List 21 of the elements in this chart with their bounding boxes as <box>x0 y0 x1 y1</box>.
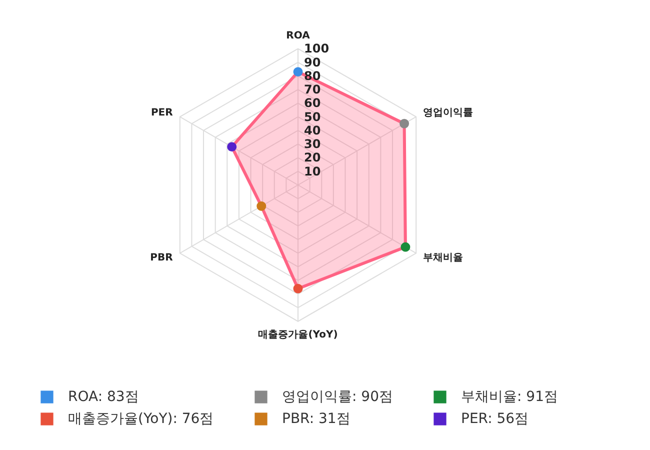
spoke-label: ROA <box>286 30 310 42</box>
y-tick-label: 20 <box>304 150 321 165</box>
spoke-label: 영업이익률 <box>423 108 474 119</box>
spoke-label: 부채비율 <box>423 252 464 264</box>
y-tick-label: 70 <box>304 82 321 97</box>
y-tick-label: 50 <box>304 110 321 124</box>
spoke-label: PER <box>150 108 174 119</box>
text: 영업이익률: 90점 <box>282 389 393 405</box>
text: ROA: 83점 <box>68 389 139 405</box>
text: PBR: 31점 <box>282 411 350 427</box>
y-tick-label: 90 <box>304 55 321 70</box>
spoke-label: PBR <box>150 252 174 264</box>
y-tick-label: 100 <box>304 42 330 56</box>
y-tick-label: 60 <box>304 96 321 110</box>
text: PER: 56점 <box>461 411 529 427</box>
y-tick-label: 40 <box>304 123 321 138</box>
y-tick-label: 30 <box>304 137 321 152</box>
spoke-label: 매출증가율(YoY) <box>258 330 338 341</box>
text: 부채비율: 91점 <box>461 389 558 405</box>
text: 매출증가율(YoY): 76점 <box>68 411 214 427</box>
y-tick-label: 10 <box>304 164 321 178</box>
